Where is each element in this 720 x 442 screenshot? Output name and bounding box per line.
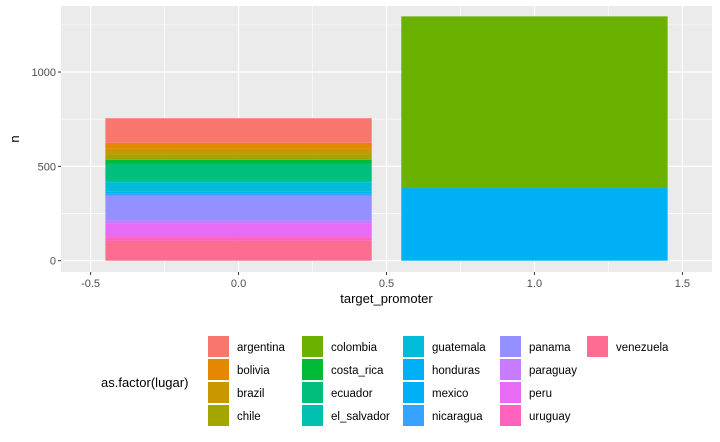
legend-item-guatemala: guatemala xyxy=(403,336,486,357)
legend-swatch xyxy=(403,359,424,380)
legend-swatch xyxy=(500,405,521,426)
legend-label: el_salvador xyxy=(331,411,390,423)
legend-swatch xyxy=(500,336,521,357)
legend-item-el_salvador: el_salvador xyxy=(302,405,390,426)
legend-swatch xyxy=(302,405,323,426)
legend-item-chile: chile xyxy=(208,405,261,426)
bar-segment-ecuador xyxy=(105,163,372,181)
legend-item-paraguay: paraguay xyxy=(500,359,577,380)
legend-label: brazil xyxy=(237,388,264,400)
y-tick-label: 1000 xyxy=(32,67,56,79)
legend: as.factor(lugar) argentina bolivia brazil c… xyxy=(101,336,669,426)
legend-label: venezuela xyxy=(616,342,669,354)
legend-swatch xyxy=(302,336,323,357)
y-tick-label: 500 xyxy=(38,161,56,173)
bar-segment-argentina xyxy=(105,118,372,143)
legend-label: chile xyxy=(237,411,261,423)
x-tick-label: 1.5 xyxy=(675,278,690,290)
bars xyxy=(105,16,668,261)
bar-segment-mexico xyxy=(401,188,668,261)
bar-segment-panama xyxy=(105,195,372,221)
legend-label: honduras xyxy=(432,365,480,377)
bar-segment-venezuela xyxy=(105,240,372,261)
bar-segment-uruguay xyxy=(105,237,372,241)
bar-segment-chile xyxy=(105,154,372,160)
x-tick-label: 0.5 xyxy=(379,278,394,290)
bar-segment-el_salvador xyxy=(105,180,372,183)
bar-segment-honduras xyxy=(105,191,372,194)
legend-label: panama xyxy=(529,342,571,354)
legend-swatch xyxy=(500,382,521,403)
legend-item-panama: panama xyxy=(500,336,571,357)
legend-item-nicaragua: nicaragua xyxy=(403,405,483,426)
legend-label: argentina xyxy=(237,342,286,354)
bar-segment-paraguay xyxy=(105,220,372,224)
legend-swatch xyxy=(208,336,229,357)
legend-swatch xyxy=(403,405,424,426)
legend-swatch xyxy=(500,359,521,380)
legend-label: ecuador xyxy=(331,388,373,400)
legend-swatch xyxy=(208,359,229,380)
legend-item-peru: peru xyxy=(500,382,552,403)
legend-swatch xyxy=(403,382,424,403)
legend-item-colombia: colombia xyxy=(302,336,378,357)
legend-label: nicaragua xyxy=(432,411,483,423)
legend-label: colombia xyxy=(331,342,378,354)
legend-label: guatemala xyxy=(432,342,486,354)
bar-segment-peru xyxy=(105,223,372,238)
legend-swatch xyxy=(403,336,424,357)
legend-item-uruguay: uruguay xyxy=(500,405,571,426)
legend-swatch xyxy=(208,405,229,426)
x-axis-title: target_promoter xyxy=(340,291,433,306)
legend-title: as.factor(lugar) xyxy=(101,375,188,390)
bar-segment-guatemala xyxy=(105,182,372,192)
axes: -0.5 0.0 0.5 1.0 1.5 0 500 1000 xyxy=(32,67,691,290)
y-axis-title: n xyxy=(7,135,22,142)
bar-segment-nicaragua xyxy=(105,193,372,196)
legend-item-mexico: mexico xyxy=(403,382,468,403)
bar-segment-bolivia xyxy=(105,142,372,149)
bar-segment-brazil xyxy=(105,148,372,155)
legend-item-brazil: brazil xyxy=(208,382,264,403)
legend-swatch xyxy=(302,382,323,403)
legend-item-argentina: argentina xyxy=(208,336,286,357)
legend-item-bolivia: bolivia xyxy=(208,359,270,380)
x-tick-label: 1.0 xyxy=(527,278,542,290)
y-tick-label: 0 xyxy=(50,256,56,268)
legend-swatch xyxy=(302,359,323,380)
x-tick-label: 0.0 xyxy=(231,278,246,290)
bar-segment-colombia xyxy=(401,16,668,189)
x-tick-label: -0.5 xyxy=(81,278,100,290)
legend-label: paraguay xyxy=(529,365,577,377)
legend-swatch xyxy=(208,382,229,403)
legend-label: bolivia xyxy=(237,365,270,377)
legend-label: peru xyxy=(529,388,552,400)
legend-swatch xyxy=(587,336,608,357)
legend-label: uruguay xyxy=(529,411,571,423)
legend-item-ecuador: ecuador xyxy=(302,382,373,403)
legend-item-honduras: honduras xyxy=(403,359,480,380)
legend-label: costa_rica xyxy=(331,365,384,377)
legend-label: mexico xyxy=(432,388,468,400)
legend-item-costa_rica: costa_rica xyxy=(302,359,384,380)
bar-segment-costa_rica xyxy=(105,159,372,164)
legend-item-venezuela: venezuela xyxy=(587,336,669,357)
